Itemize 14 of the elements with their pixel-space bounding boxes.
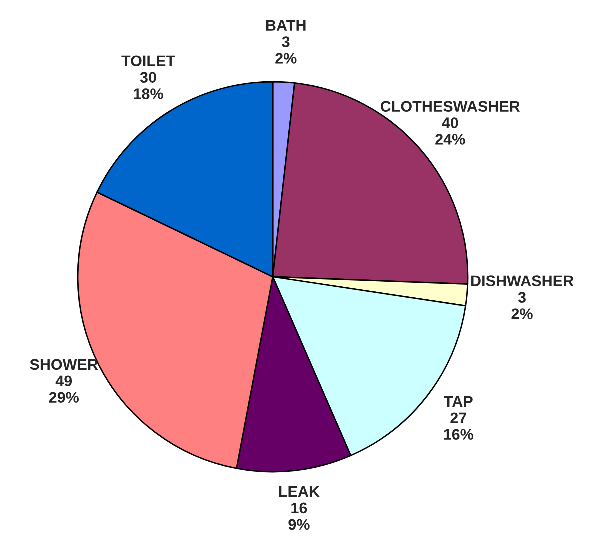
data-label: 3 2%: [512, 292, 533, 320]
slice-label: CLOTHESWASHER: [380, 101, 520, 112]
data-label: 3 2%: [276, 36, 297, 64]
slice-label: SHOWER: [30, 359, 98, 370]
data-label: 49 29%: [49, 376, 79, 404]
slice-label: LEAK: [279, 486, 320, 498]
data-label: 30 18%: [134, 72, 164, 100]
slice-label: TAP: [444, 396, 473, 407]
data-label: 27 16%: [444, 412, 474, 440]
slice-label: BATH: [266, 20, 306, 31]
data-label: 16 9%: [288, 502, 310, 530]
slice-label: TOILET: [122, 56, 176, 67]
slice-label: DISHWASHER: [472, 276, 574, 286]
data-label: 40 24%: [436, 118, 466, 145]
